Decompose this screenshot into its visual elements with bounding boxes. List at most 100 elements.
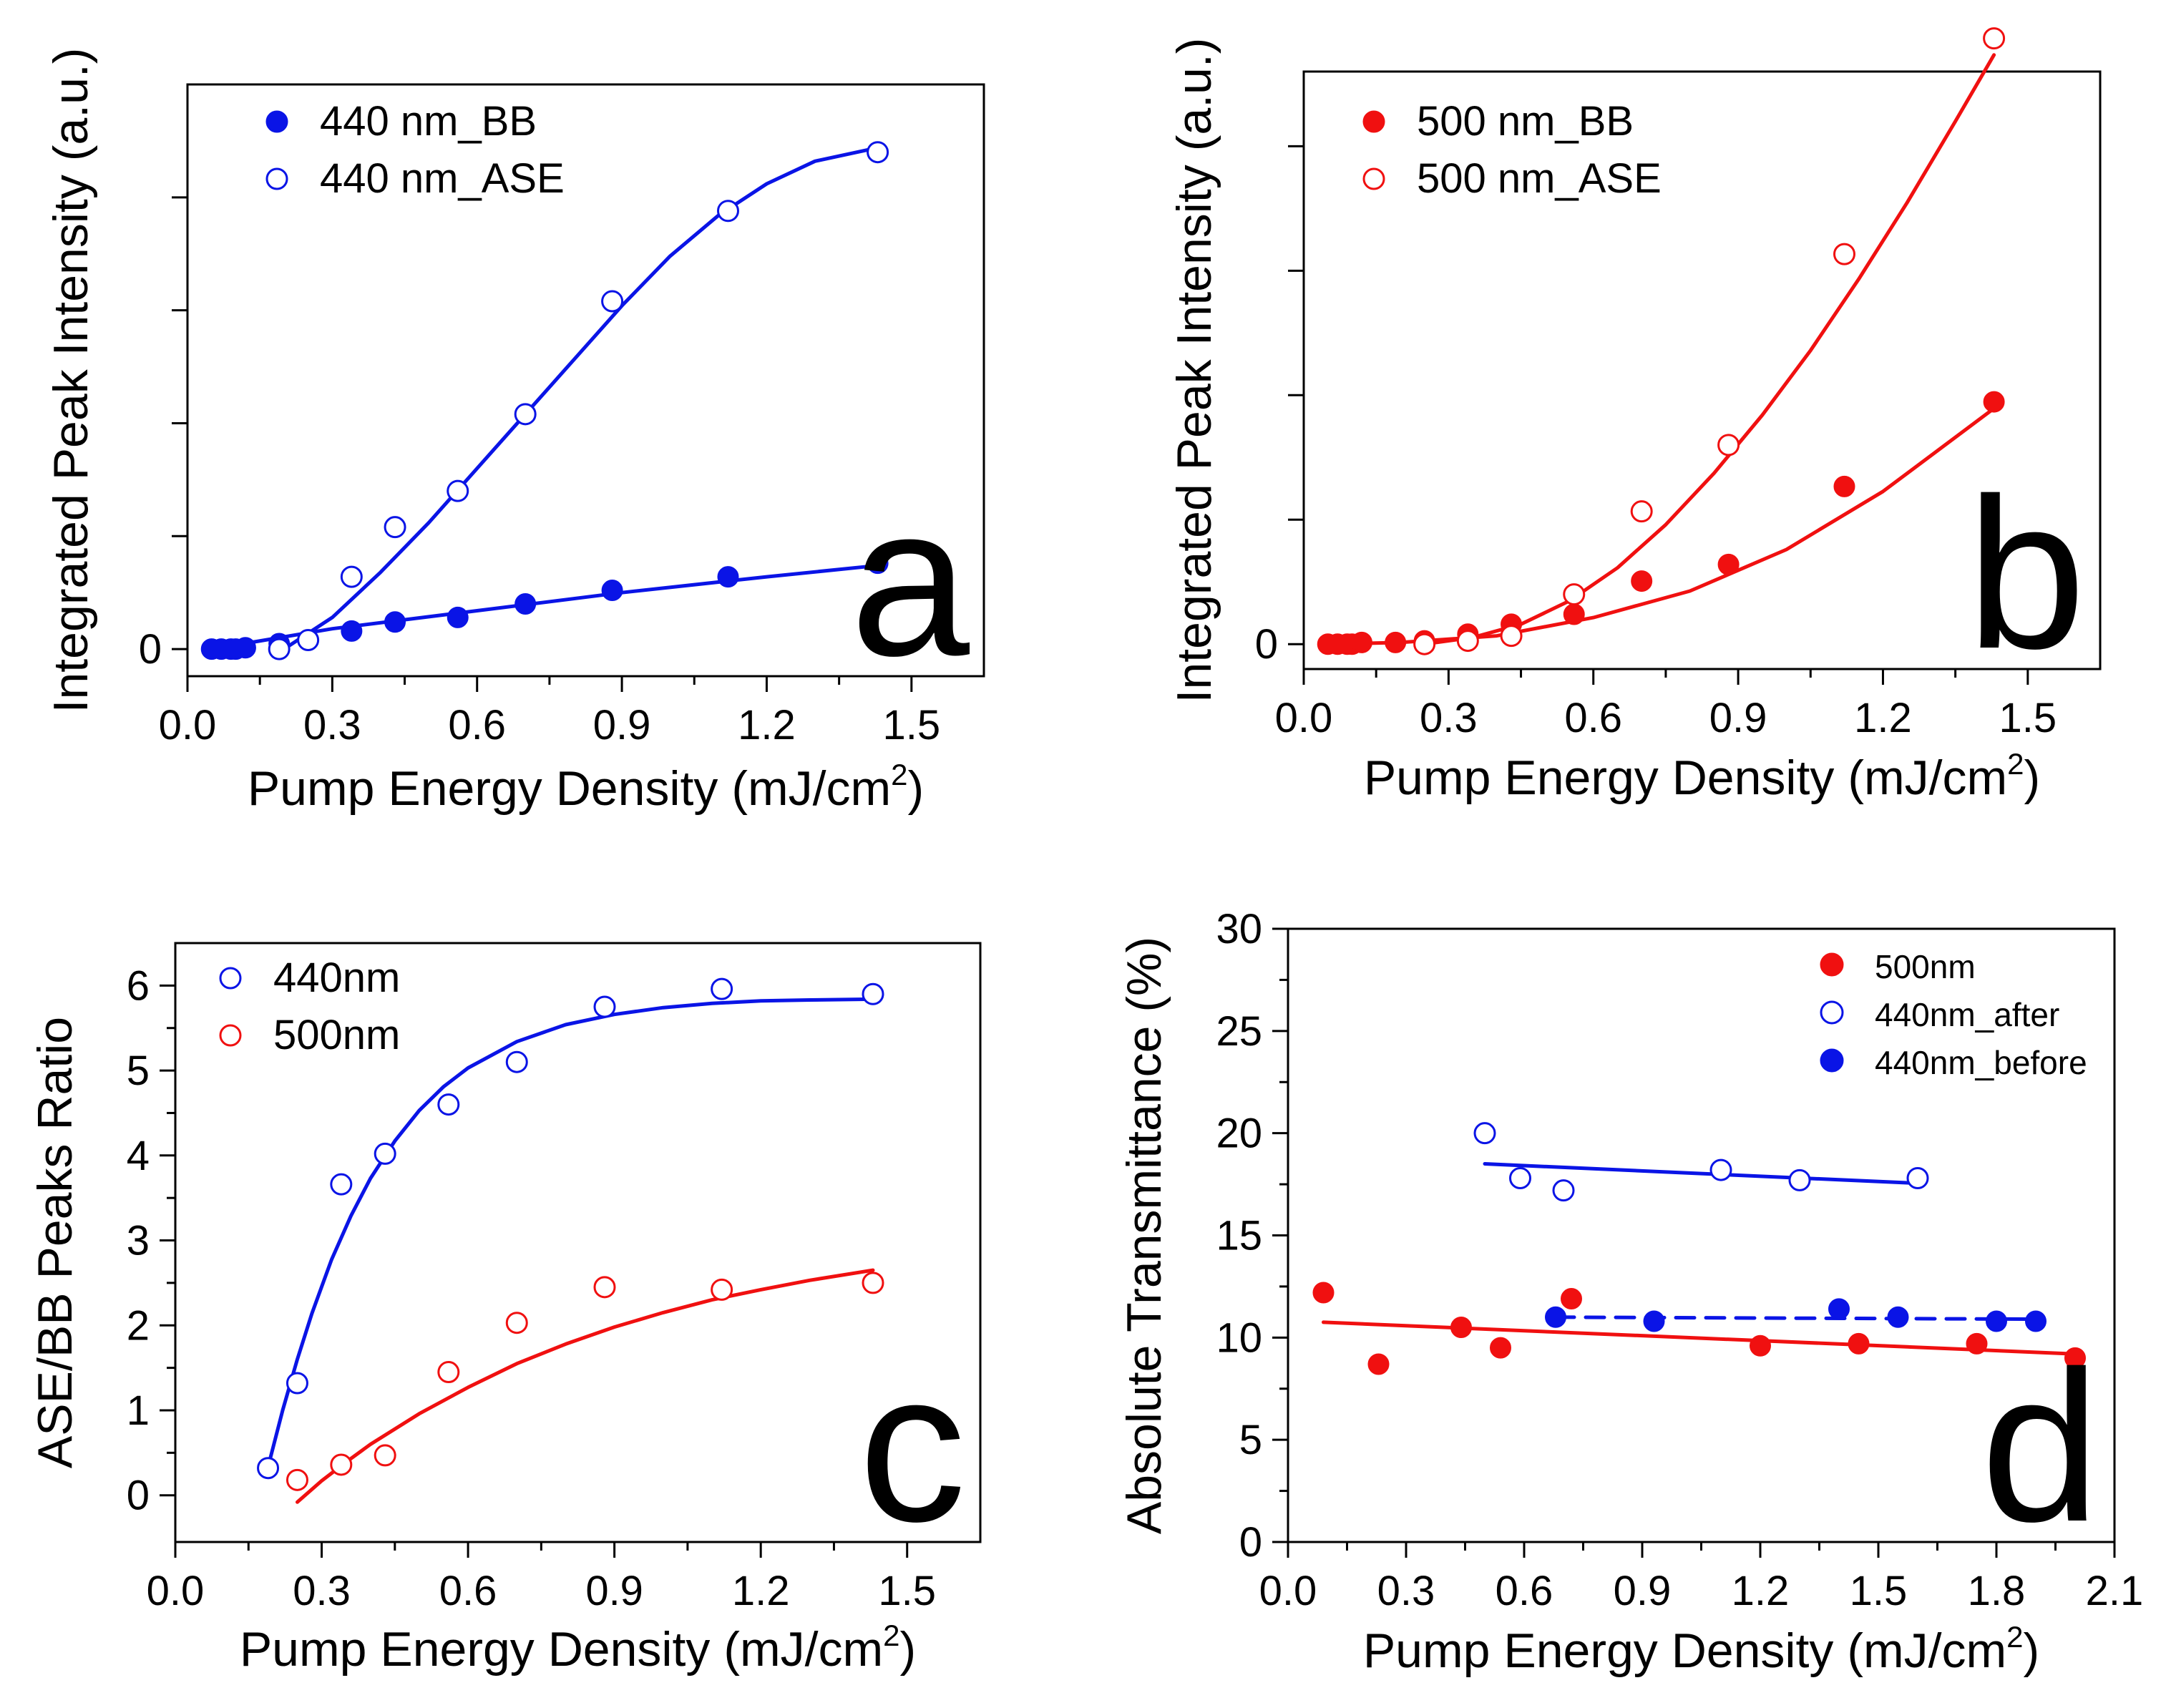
y-tick-label: 0 bbox=[127, 1473, 150, 1519]
data-point-440nm_after bbox=[1906, 1167, 1929, 1190]
y-tick-label: 6 bbox=[127, 962, 150, 1009]
data-point-440 nm_ASE bbox=[447, 479, 469, 502]
x-tick-label: 0.9 bbox=[585, 1568, 643, 1614]
x-tick-label: 0.6 bbox=[439, 1568, 497, 1614]
data-point-500nm bbox=[286, 1468, 308, 1491]
data-point-440 nm_BB bbox=[234, 637, 256, 659]
legend-label: 500nm bbox=[273, 1012, 400, 1058]
data-point-500nm bbox=[2064, 1347, 2086, 1369]
data-point-440 nm_ASE bbox=[297, 628, 320, 651]
data-point-440nm_after bbox=[1788, 1168, 1811, 1191]
legend-label: 440nm_before bbox=[1875, 1044, 2087, 1081]
x-tick-label: 0.0 bbox=[1259, 1568, 1317, 1614]
x-tick-label: 1.2 bbox=[1732, 1568, 1790, 1614]
data-point-500 nm_BB bbox=[1983, 391, 2005, 413]
data-point-440nm bbox=[286, 1372, 308, 1395]
data-point-500 nm_ASE bbox=[1630, 500, 1653, 523]
data-point-440nm bbox=[593, 995, 616, 1018]
data-point-500nm bbox=[593, 1276, 616, 1299]
panel-a: 0.0 0.3 0.6 0.9 1.2 1.5 0 Pump Energy Density (… bbox=[44, 48, 985, 816]
data-point-500 nm_ASE bbox=[1983, 27, 2006, 50]
panel-b: 0.0 0.3 0.6 0.9 1.2 1.5 0 Pump Energy Density (… bbox=[1167, 27, 2102, 805]
y-axis-title: Absolute Transmittance (%) bbox=[1117, 937, 1171, 1534]
data-point-500 nm_BB bbox=[1350, 631, 1372, 653]
x-axis-title-sup: 2 bbox=[2006, 1620, 2023, 1654]
x-axis-title-main: Pump Energy Density (mJ/cm bbox=[1364, 751, 2007, 805]
legend-marker bbox=[1362, 110, 1385, 133]
x-axis-title: Pump Energy Density (mJ/cm2) bbox=[240, 1619, 916, 1677]
y-tick-label: 0 bbox=[139, 626, 162, 673]
x-tick-label: 1.2 bbox=[1854, 695, 1912, 741]
panel-letter: b bbox=[1966, 453, 2086, 693]
legend-marker bbox=[1820, 1000, 1844, 1025]
data-point-500nm bbox=[1450, 1317, 1472, 1339]
data-point-440 nm_ASE bbox=[340, 565, 363, 588]
data-point-500nm bbox=[1750, 1334, 1771, 1357]
x-tick-label: 0.0 bbox=[1275, 695, 1333, 741]
data-point-440 nm_BB bbox=[717, 566, 739, 588]
x-axis-title: Pump Energy Density (mJ/cm2) bbox=[1363, 1620, 2039, 1678]
data-point-440 nm_ASE bbox=[384, 516, 406, 539]
data-point-500 nm_BB bbox=[1385, 631, 1407, 653]
legend-label: 440 nm_ASE bbox=[320, 155, 565, 202]
data-point-500 nm_ASE bbox=[1717, 434, 1740, 457]
data-point-440nm_before bbox=[1545, 1306, 1566, 1328]
x-tick-label: 0.3 bbox=[1420, 695, 1478, 741]
data-point-440nm bbox=[257, 1457, 280, 1480]
data-point-440nm_before bbox=[1643, 1310, 1665, 1332]
x-tick-label: 1.5 bbox=[878, 1568, 936, 1614]
fit-line-500nm bbox=[296, 1268, 875, 1504]
data-point-440 nm_BB bbox=[447, 606, 469, 628]
x-axis-title-main: Pump Energy Density (mJ/cm bbox=[1363, 1624, 2006, 1678]
data-point-440 nm_BB bbox=[867, 552, 889, 575]
panel-letter: d bbox=[1981, 1326, 2100, 1566]
data-point-440nm_before bbox=[1986, 1310, 2007, 1332]
x-axis-title-close: ) bbox=[2024, 751, 2041, 805]
y-tick-label: 5 bbox=[1239, 1417, 1262, 1463]
data-point-500nm bbox=[437, 1361, 460, 1384]
legend-marker bbox=[219, 1024, 242, 1047]
legend-label: 500 nm_BB bbox=[1417, 98, 1634, 145]
legend-marker bbox=[1820, 1048, 1844, 1073]
data-point-440 nm_BB bbox=[384, 611, 406, 633]
y-tick-label: 0 bbox=[1239, 1519, 1262, 1566]
x-tick-label: 1.8 bbox=[1968, 1568, 2026, 1614]
x-axis-title-main: Pump Energy Density (mJ/cm bbox=[240, 1622, 883, 1677]
data-point-440nm_after bbox=[1552, 1179, 1575, 1202]
data-point-500nm bbox=[374, 1444, 396, 1467]
x-axis-title-close: ) bbox=[900, 1622, 917, 1677]
x-tick-label: 0.9 bbox=[1709, 695, 1767, 741]
x-axis-title: Pump Energy Density (mJ/cm2) bbox=[248, 758, 924, 816]
x-tick-label: 0.3 bbox=[293, 1568, 351, 1614]
data-point-440nm_before bbox=[1887, 1306, 1909, 1328]
plot-frame bbox=[1302, 70, 2102, 670]
legend-marker bbox=[265, 167, 288, 190]
data-point-440nm_before bbox=[1828, 1298, 1850, 1320]
x-tick-label: 0.0 bbox=[147, 1568, 205, 1614]
fit-line-500 nm_ASE bbox=[1423, 53, 1996, 646]
data-point-500 nm_BB bbox=[1631, 570, 1653, 592]
x-tick-label: 1.2 bbox=[732, 1568, 790, 1614]
data-point-500nm bbox=[711, 1278, 733, 1301]
data-point-440 nm_ASE bbox=[514, 403, 537, 426]
x-tick-label: 0.0 bbox=[159, 702, 217, 748]
data-point-440nm bbox=[862, 982, 884, 1005]
fit-line-440nm bbox=[266, 997, 875, 1469]
data-point-440 nm_BB bbox=[514, 592, 537, 615]
x-axis-title-close: ) bbox=[2024, 1624, 2040, 1678]
data-point-500nm bbox=[1312, 1282, 1335, 1304]
data-point-500 nm_ASE bbox=[1500, 625, 1523, 648]
x-tick-label: 2.1 bbox=[2086, 1568, 2144, 1614]
data-point-500nm bbox=[505, 1312, 528, 1334]
fit-line-440nm_before bbox=[1553, 1315, 2038, 1322]
panel-d: 0.0 0.3 0.6 0.9 1.2 1.5 1.8 2.1 0 5 10 15 20 25 30 Pump… bbox=[1117, 906, 2143, 1678]
x-axis-title-close: ) bbox=[908, 761, 925, 816]
x-tick-label: 1.5 bbox=[1999, 695, 2057, 741]
y-axis-title: ASE/BB Peaks Ratio bbox=[28, 1017, 82, 1468]
data-point-440nm bbox=[437, 1093, 460, 1116]
fit-line-440 nm_ASE bbox=[282, 145, 880, 651]
data-point-440 nm_BB bbox=[601, 580, 623, 602]
y-tick-label: 30 bbox=[1216, 906, 1262, 952]
y-tick-label: 5 bbox=[127, 1048, 150, 1094]
